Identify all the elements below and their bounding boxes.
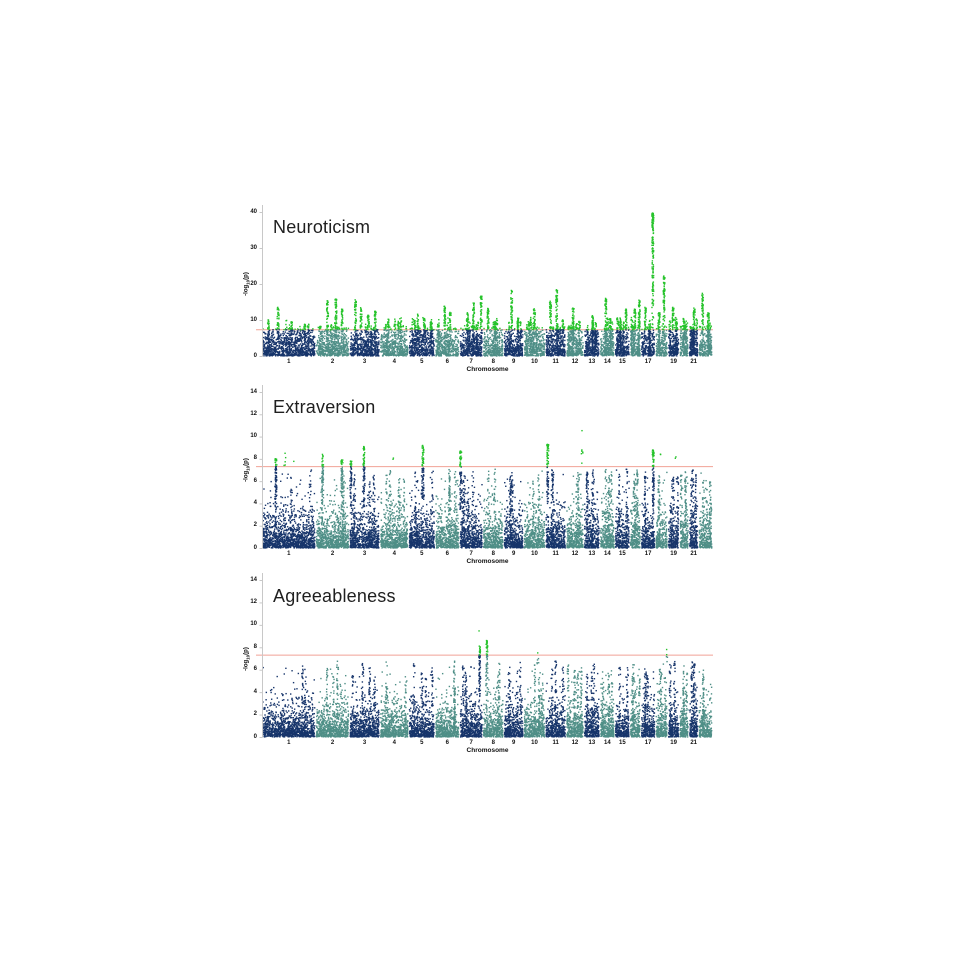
- manhattan-points-canvas: [240, 0, 720, 960]
